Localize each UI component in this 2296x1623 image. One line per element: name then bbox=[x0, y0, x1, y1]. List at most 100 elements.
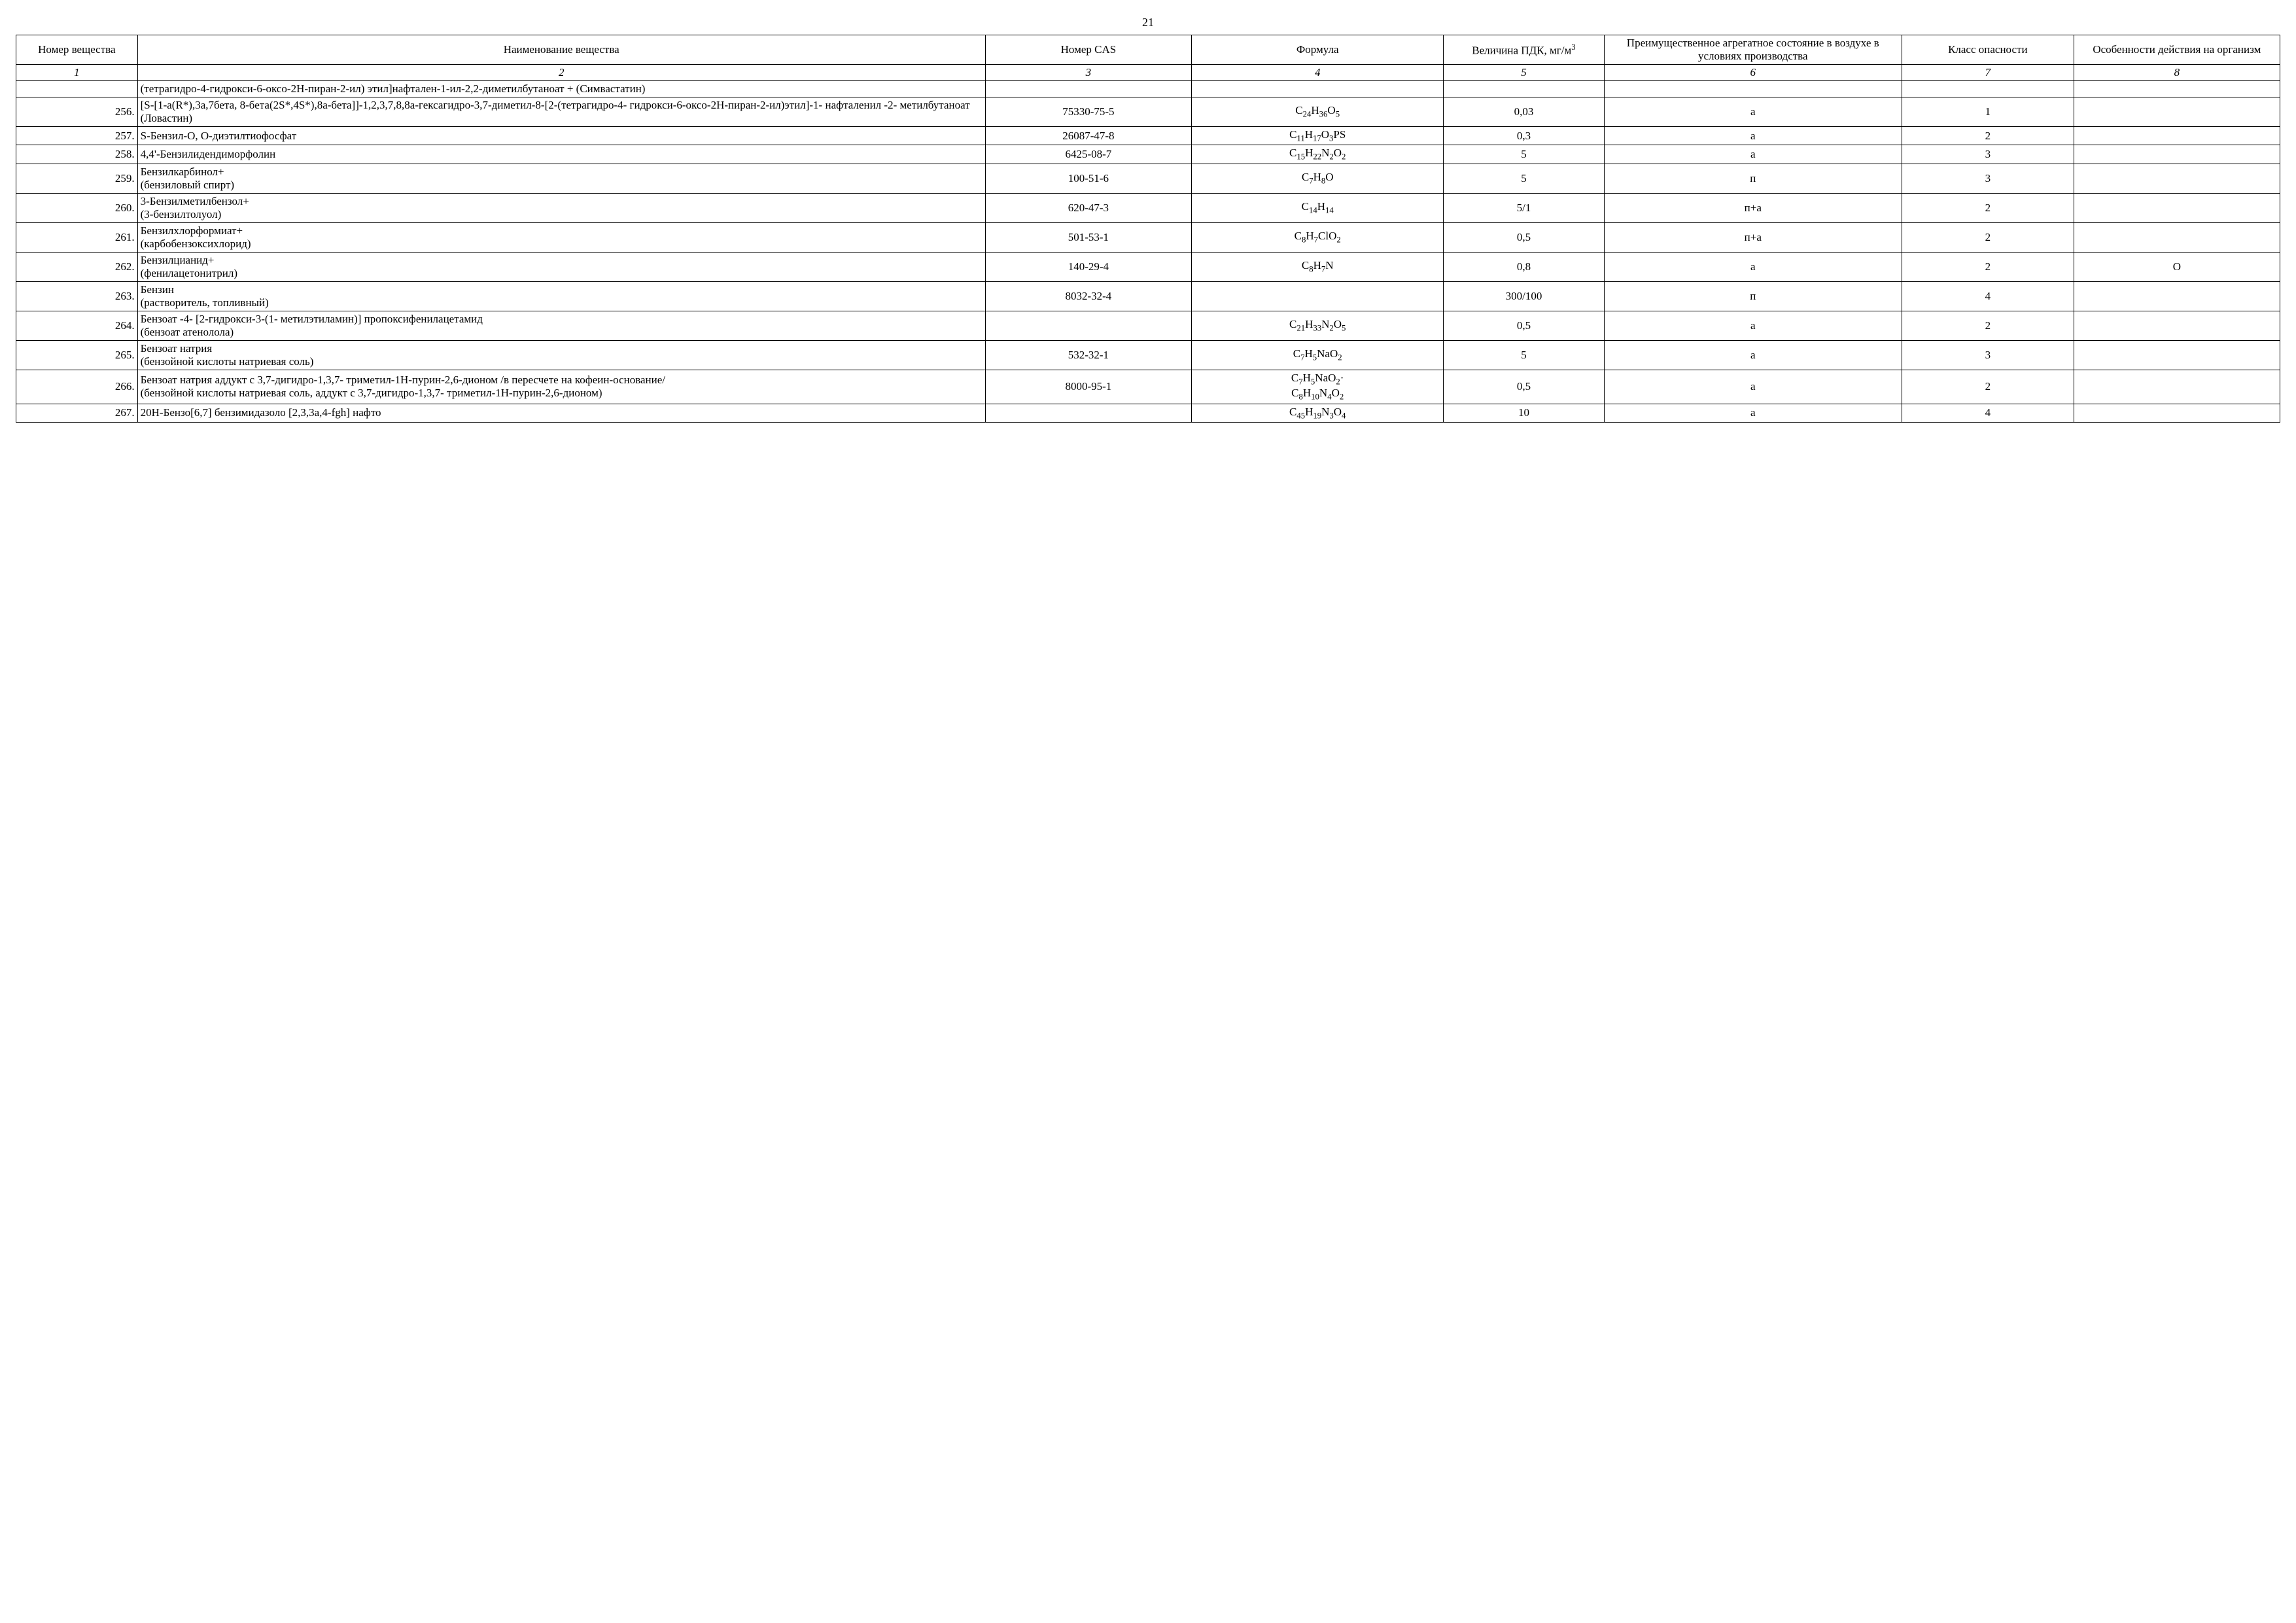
table-row: 259.Бензилкарбинол+(бензиловый спирт)100… bbox=[16, 164, 2280, 193]
cell-cas: 26087-47-8 bbox=[985, 127, 1191, 145]
cell-notes bbox=[2074, 81, 2280, 97]
cell-state: а bbox=[1604, 370, 1902, 404]
cell-formula_html: C8H7N bbox=[1192, 252, 1444, 281]
cell-pdk: 5/1 bbox=[1444, 193, 1604, 222]
cell-cas: 75330-75-5 bbox=[985, 97, 1191, 127]
cell-name: S-Бензил-O, O-диэтилтиофосфат bbox=[137, 127, 985, 145]
cell-state bbox=[1604, 81, 1902, 97]
cell-num: 259. bbox=[16, 164, 138, 193]
cell-state: а bbox=[1604, 311, 1902, 340]
table-row: 257.S-Бензил-O, O-диэтилтиофосфат26087-4… bbox=[16, 127, 2280, 145]
table-row: (тетрагидро-4-гидрокси-6-оксо-2H-пиран-2… bbox=[16, 81, 2280, 97]
table-body: (тетрагидро-4-гидрокси-6-оксо-2H-пиран-2… bbox=[16, 81, 2280, 423]
cell-formula_html: C24H36O5 bbox=[1192, 97, 1444, 127]
cell-name: 4,4'-Бензилидендиморфолин bbox=[137, 145, 985, 164]
cell-class: 4 bbox=[1902, 404, 2074, 422]
cell-name: Бензоат натрия аддукт с 3,7-дигидро-1,3,… bbox=[137, 370, 985, 404]
cell-state: п+а bbox=[1604, 222, 1902, 252]
cell-formula_html: C14H14 bbox=[1192, 193, 1444, 222]
cell-class: 3 bbox=[1902, 164, 2074, 193]
cell-name: Бензилхлорформиат+(карбобензоксихлорид) bbox=[137, 222, 985, 252]
cell-cas: 140-29-4 bbox=[985, 252, 1191, 281]
column-header: Формула bbox=[1192, 35, 1444, 65]
cell-notes bbox=[2074, 193, 2280, 222]
cell-num: 263. bbox=[16, 281, 138, 311]
cell-num: 258. bbox=[16, 145, 138, 164]
cell-name: 20H-Бензо[6,7] бензимидазоло [2,3,3a,4-f… bbox=[137, 404, 985, 422]
column-header: Особенности действия на организм bbox=[2074, 35, 2280, 65]
cell-notes bbox=[2074, 281, 2280, 311]
table-row: 267.20H-Бензо[6,7] бензимидазоло [2,3,3a… bbox=[16, 404, 2280, 422]
cell-num: 266. bbox=[16, 370, 138, 404]
cell-class: 3 bbox=[1902, 340, 2074, 370]
cell-cas: 620-47-3 bbox=[985, 193, 1191, 222]
cell-notes bbox=[2074, 164, 2280, 193]
cell-name: (тетрагидро-4-гидрокси-6-оксо-2H-пиран-2… bbox=[137, 81, 985, 97]
column-subheader: 5 bbox=[1444, 65, 1604, 81]
cell-state: а bbox=[1604, 252, 1902, 281]
cell-pdk: 0,03 bbox=[1444, 97, 1604, 127]
cell-state: п+а bbox=[1604, 193, 1902, 222]
cell-num: 262. bbox=[16, 252, 138, 281]
cell-class bbox=[1902, 81, 2074, 97]
cell-name: [S-[1-a(R*),3a,7бета, 8-бета(2S*,4S*),8a… bbox=[137, 97, 985, 127]
cell-num: 260. bbox=[16, 193, 138, 222]
cell-cas bbox=[985, 81, 1191, 97]
cell-notes bbox=[2074, 222, 2280, 252]
cell-formula_html: C7H5NaO2·C8H10N4O2 bbox=[1192, 370, 1444, 404]
cell-notes bbox=[2074, 370, 2280, 404]
cell-num: 256. bbox=[16, 97, 138, 127]
cell-class: 2 bbox=[1902, 222, 2074, 252]
column-subheader: 4 bbox=[1192, 65, 1444, 81]
column-header: Класс опасности bbox=[1902, 35, 2074, 65]
cell-class: 2 bbox=[1902, 252, 2074, 281]
page-number: 21 bbox=[16, 16, 2280, 29]
column-header: Преимущественное агрегатное состояние в … bbox=[1604, 35, 1902, 65]
table-row: 266.Бензоат натрия аддукт с 3,7-дигидро-… bbox=[16, 370, 2280, 404]
cell-formula_html bbox=[1192, 281, 1444, 311]
column-header: Номер вещества bbox=[16, 35, 138, 65]
table-row: 263.Бензин(растворитель, топливный)8032-… bbox=[16, 281, 2280, 311]
cell-formula_html bbox=[1192, 81, 1444, 97]
table-row: 258.4,4'-Бензилидендиморфолин6425-08-7C1… bbox=[16, 145, 2280, 164]
cell-formula_html: C45H19N3O4 bbox=[1192, 404, 1444, 422]
cell-pdk: 0,3 bbox=[1444, 127, 1604, 145]
cell-pdk: 0,8 bbox=[1444, 252, 1604, 281]
cell-name: Бензин(растворитель, топливный) bbox=[137, 281, 985, 311]
table-row: 261.Бензилхлорформиат+(карбобензоксихлор… bbox=[16, 222, 2280, 252]
cell-formula_html: C11H17O3PS bbox=[1192, 127, 1444, 145]
cell-formula_html: C8H7ClO2 bbox=[1192, 222, 1444, 252]
table-row: 256.[S-[1-a(R*),3a,7бета, 8-бета(2S*,4S*… bbox=[16, 97, 2280, 127]
cell-cas: 532-32-1 bbox=[985, 340, 1191, 370]
cell-notes bbox=[2074, 404, 2280, 422]
column-subheader: 6 bbox=[1604, 65, 1902, 81]
cell-class: 4 bbox=[1902, 281, 2074, 311]
cell-class: 2 bbox=[1902, 370, 2074, 404]
cell-cas: 8032-32-4 bbox=[985, 281, 1191, 311]
cell-class: 2 bbox=[1902, 311, 2074, 340]
cell-class: 3 bbox=[1902, 145, 2074, 164]
cell-cas: 6425-08-7 bbox=[985, 145, 1191, 164]
cell-pdk bbox=[1444, 81, 1604, 97]
substances-table: Номер веществаНаименование веществаНомер… bbox=[16, 35, 2280, 423]
cell-pdk: 5 bbox=[1444, 340, 1604, 370]
table-header-row: Номер веществаНаименование веществаНомер… bbox=[16, 35, 2280, 65]
table-row: 260.3-Бензилметилбензол+(3-бензилтолуол)… bbox=[16, 193, 2280, 222]
cell-notes bbox=[2074, 311, 2280, 340]
cell-name: Бензоат -4- [2-гидрокси-3-(1- метилэтила… bbox=[137, 311, 985, 340]
cell-cas: 100-51-6 bbox=[985, 164, 1191, 193]
column-subheader: 2 bbox=[137, 65, 985, 81]
column-subheader: 7 bbox=[1902, 65, 2074, 81]
cell-notes: О bbox=[2074, 252, 2280, 281]
cell-num: 265. bbox=[16, 340, 138, 370]
cell-notes bbox=[2074, 145, 2280, 164]
column-header: Величина ПДК, мг/м3 bbox=[1444, 35, 1604, 65]
column-subheader: 1 bbox=[16, 65, 138, 81]
cell-state: п bbox=[1604, 281, 1902, 311]
cell-class: 1 bbox=[1902, 97, 2074, 127]
cell-name: Бензоат натрия(бензойной кислоты натриев… bbox=[137, 340, 985, 370]
cell-state: а bbox=[1604, 97, 1902, 127]
cell-num: 267. bbox=[16, 404, 138, 422]
cell-pdk: 300/100 bbox=[1444, 281, 1604, 311]
cell-pdk: 10 bbox=[1444, 404, 1604, 422]
